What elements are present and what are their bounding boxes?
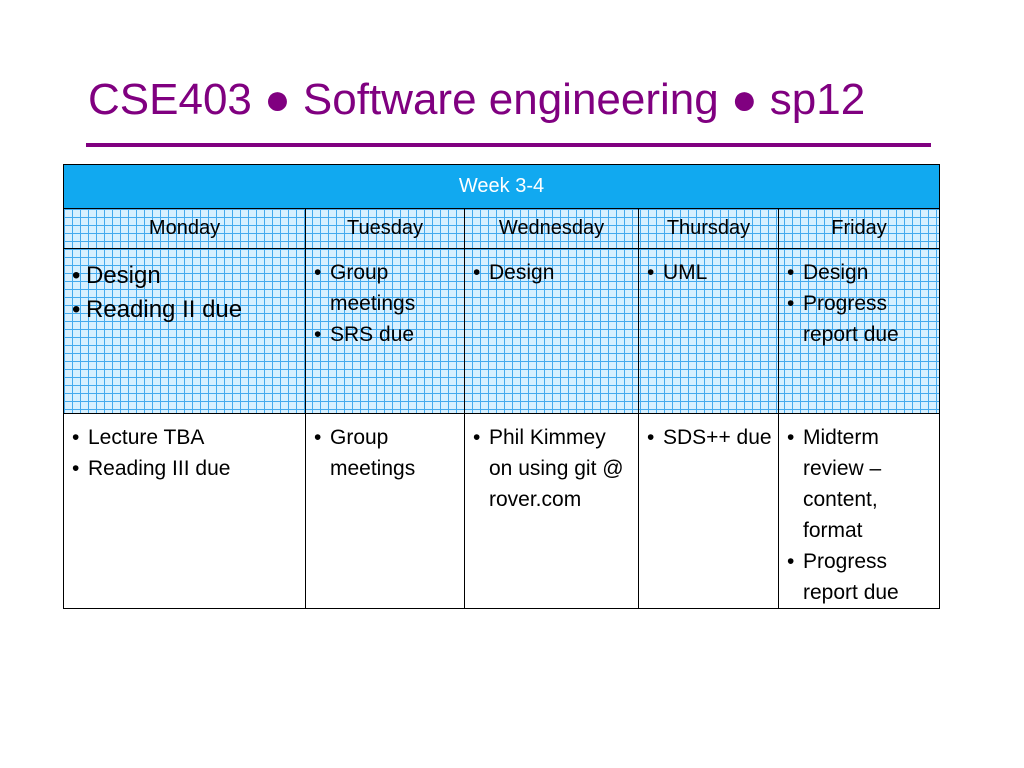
cell-week1-friday: Design Progress report due — [777, 248, 941, 414]
cell-week2-thursday: SDS++ due — [638, 413, 779, 609]
day-header-thursday: Thursday — [638, 208, 779, 249]
list-item: SDS++ due — [647, 422, 772, 453]
cell-week2-wednesday: Phil Kimmey on using git @ rover.com — [464, 413, 639, 609]
cell-week1-wednesday: Design — [464, 248, 639, 414]
day-header-wednesday: Wednesday — [464, 208, 639, 249]
list-item: Lecture TBA — [72, 422, 299, 453]
list-item: Phil Kimmey on using git @ rover.com — [473, 422, 632, 515]
list-item: Progress report due — [787, 288, 933, 350]
item-list: Design Progress report due — [779, 249, 939, 350]
day-header-row: Monday Tuesday Wednesday Thursday Friday — [63, 208, 941, 249]
list-item: UML — [647, 257, 772, 288]
item-list: Midterm review – content, format Progres… — [779, 414, 939, 608]
item-list: Phil Kimmey on using git @ rover.com — [465, 414, 638, 515]
item-list: Design Reading II due — [64, 249, 305, 327]
cell-week1-thursday: UML — [638, 248, 779, 414]
week-header-row: Week 3-4 — [62, 164, 941, 209]
item-list: Design — [465, 249, 638, 288]
item-list: SDS++ due — [639, 414, 778, 453]
day-header-monday: Monday — [63, 208, 306, 249]
item-list: Group meetings SRS due — [306, 249, 464, 350]
list-item: Design — [473, 257, 632, 288]
cell-week2-monday: Lecture TBA Reading III due — [63, 413, 306, 609]
schedule-table: Week 3-4 Monday Tuesday Wednesday Thursd… — [62, 164, 941, 609]
day-header-friday: Friday — [777, 208, 941, 249]
cell-week2-tuesday: Group meetings — [305, 413, 465, 609]
item-list: Lecture TBA Reading III due — [64, 414, 305, 484]
week-row-2: Lecture TBA Reading III due Group meetin… — [63, 413, 941, 609]
list-item: Design — [787, 257, 933, 288]
item-list: Group meetings — [306, 414, 464, 484]
cell-week1-monday: Design Reading II due — [63, 248, 306, 414]
list-item: Reading III due — [72, 453, 299, 484]
week-header: Week 3-4 — [62, 164, 941, 209]
list-item: Group meetings — [314, 422, 458, 484]
item-list: UML — [639, 249, 778, 288]
list-item: Midterm review – content, format — [787, 422, 933, 546]
cell-week1-tuesday: Group meetings SRS due — [305, 248, 465, 414]
list-item: Design — [72, 259, 299, 293]
list-item: Group meetings — [314, 257, 458, 319]
title-underline — [86, 143, 931, 147]
day-header-tuesday: Tuesday — [305, 208, 465, 249]
list-item: SRS due — [314, 319, 458, 350]
cell-week2-friday: Midterm review – content, format Progres… — [777, 413, 941, 609]
slide-title: CSE403 ● Software engineering ● sp12 — [88, 75, 866, 124]
list-item: Reading II due — [72, 293, 299, 327]
list-item: Progress report due — [787, 546, 933, 608]
week-row-1: Design Reading II due Group meetings SRS… — [63, 248, 941, 414]
